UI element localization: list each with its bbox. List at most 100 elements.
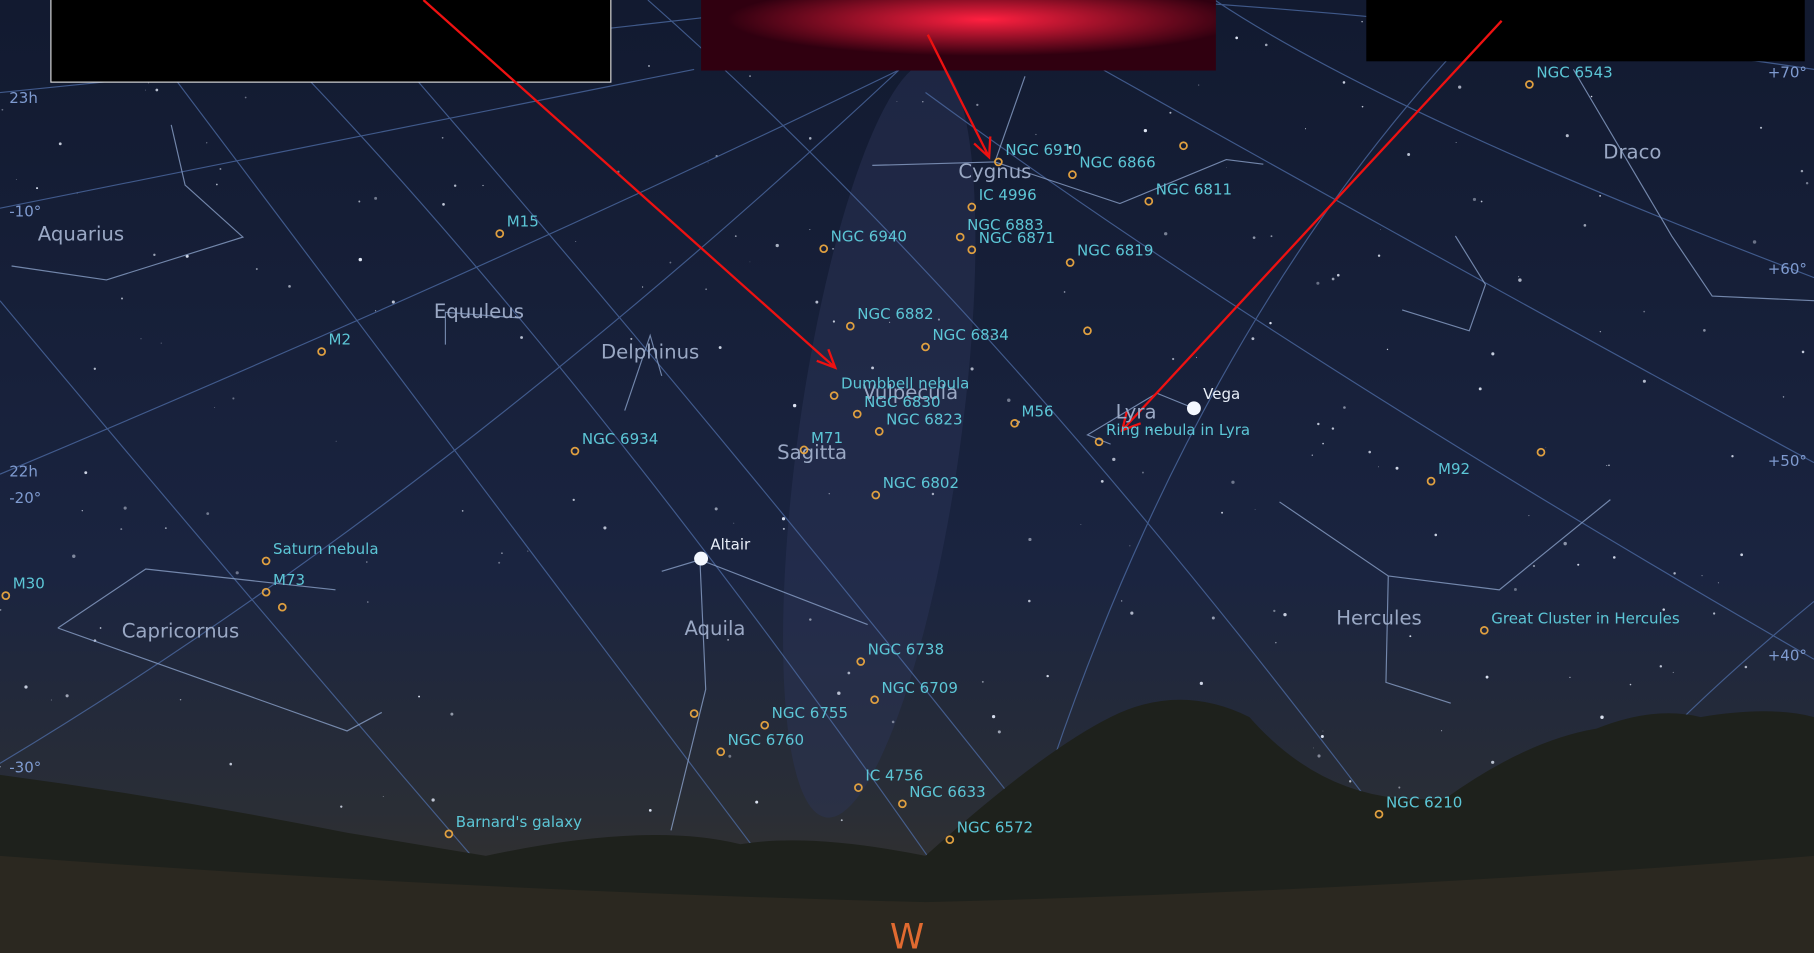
star <box>392 300 395 303</box>
object-label: NGC 6633 <box>909 783 985 801</box>
object-label: Ring nebula in Lyra <box>1106 421 1250 439</box>
star <box>735 235 737 237</box>
object-label: NGC 6572 <box>957 819 1033 837</box>
star <box>418 696 420 698</box>
star <box>462 510 464 512</box>
star <box>783 528 785 530</box>
star <box>375 310 376 311</box>
star <box>573 499 575 501</box>
star <box>1368 451 1371 454</box>
star <box>1458 86 1461 89</box>
star <box>896 101 897 102</box>
star <box>148 83 149 84</box>
star <box>708 163 709 164</box>
star <box>728 755 731 758</box>
star <box>1380 229 1381 230</box>
star <box>1337 274 1340 277</box>
star <box>1321 735 1324 738</box>
star <box>776 244 779 247</box>
star <box>1343 406 1346 409</box>
object-label: NGC 6882 <box>857 305 933 323</box>
star <box>1660 665 1662 667</box>
object-label: NGC 6738 <box>868 641 944 659</box>
star <box>358 201 360 203</box>
star <box>374 197 377 200</box>
star <box>1130 612 1133 615</box>
constellation-label: Draco <box>1603 140 1661 163</box>
object-label: NGC 6940 <box>831 228 907 246</box>
star <box>442 137 444 139</box>
star <box>1802 351 1805 354</box>
star <box>809 137 812 140</box>
star <box>1441 730 1442 731</box>
star <box>841 819 843 821</box>
star <box>1801 170 1803 172</box>
object-label: NGC 6934 <box>582 430 658 448</box>
star <box>82 510 83 511</box>
star <box>1514 588 1517 591</box>
star <box>1481 201 1483 203</box>
grid-label: -10° <box>9 202 41 220</box>
star <box>51 700 52 701</box>
star <box>932 493 934 495</box>
star-label: Altair <box>710 535 751 553</box>
star <box>1322 443 1324 445</box>
star <box>1028 600 1031 603</box>
star <box>206 512 209 515</box>
star <box>520 336 523 339</box>
star <box>1396 467 1399 470</box>
star <box>256 268 258 270</box>
bright-star <box>694 552 708 566</box>
star <box>431 798 434 801</box>
star <box>1491 761 1494 764</box>
star <box>16 179 17 180</box>
constellation-label: Aquarius <box>38 223 124 246</box>
star <box>367 601 369 603</box>
star <box>1271 235 1273 237</box>
constellation-label: Delphinus <box>601 341 699 364</box>
star <box>1473 198 1476 201</box>
star <box>733 523 734 524</box>
object-label: NGC 6871 <box>979 229 1055 247</box>
star <box>1332 427 1334 429</box>
inset-image <box>1366 0 1804 61</box>
star <box>1212 616 1215 619</box>
grid-label: +40° <box>1768 646 1807 664</box>
object-label: M2 <box>329 331 352 349</box>
star <box>24 685 27 688</box>
star <box>1533 565 1535 567</box>
star <box>1112 458 1115 461</box>
star <box>1613 556 1616 559</box>
star <box>1273 610 1275 612</box>
star <box>366 561 367 562</box>
star <box>1349 780 1351 782</box>
star <box>219 168 221 170</box>
object-label: NGC 6834 <box>932 326 1008 344</box>
star <box>1035 134 1036 135</box>
star <box>1479 387 1482 390</box>
star <box>124 507 127 510</box>
star <box>214 407 215 408</box>
inset-image <box>701 0 1216 71</box>
star <box>1434 534 1437 537</box>
object-label: NGC 6830 <box>864 393 940 411</box>
star <box>1606 465 1607 466</box>
grid-label: -30° <box>9 759 41 777</box>
star <box>84 471 87 474</box>
object-label: Great Cluster in Hercules <box>1491 609 1680 627</box>
star <box>1563 542 1566 545</box>
star <box>793 404 796 407</box>
star <box>992 715 995 718</box>
star <box>482 185 483 186</box>
object-label: Saturn nebula <box>273 540 379 558</box>
sky-view[interactable]: AquariusEquuleusDelphinusVulpeculaSagitt… <box>0 0 1814 953</box>
object-label: IC 4996 <box>979 186 1037 204</box>
object-label: M56 <box>1022 402 1054 420</box>
star <box>1486 676 1489 679</box>
constellation-label: Aquila <box>684 617 745 640</box>
star <box>719 346 722 349</box>
bright-star <box>1187 401 1201 415</box>
star <box>1235 37 1238 40</box>
star <box>1378 466 1379 467</box>
star <box>1378 254 1380 256</box>
